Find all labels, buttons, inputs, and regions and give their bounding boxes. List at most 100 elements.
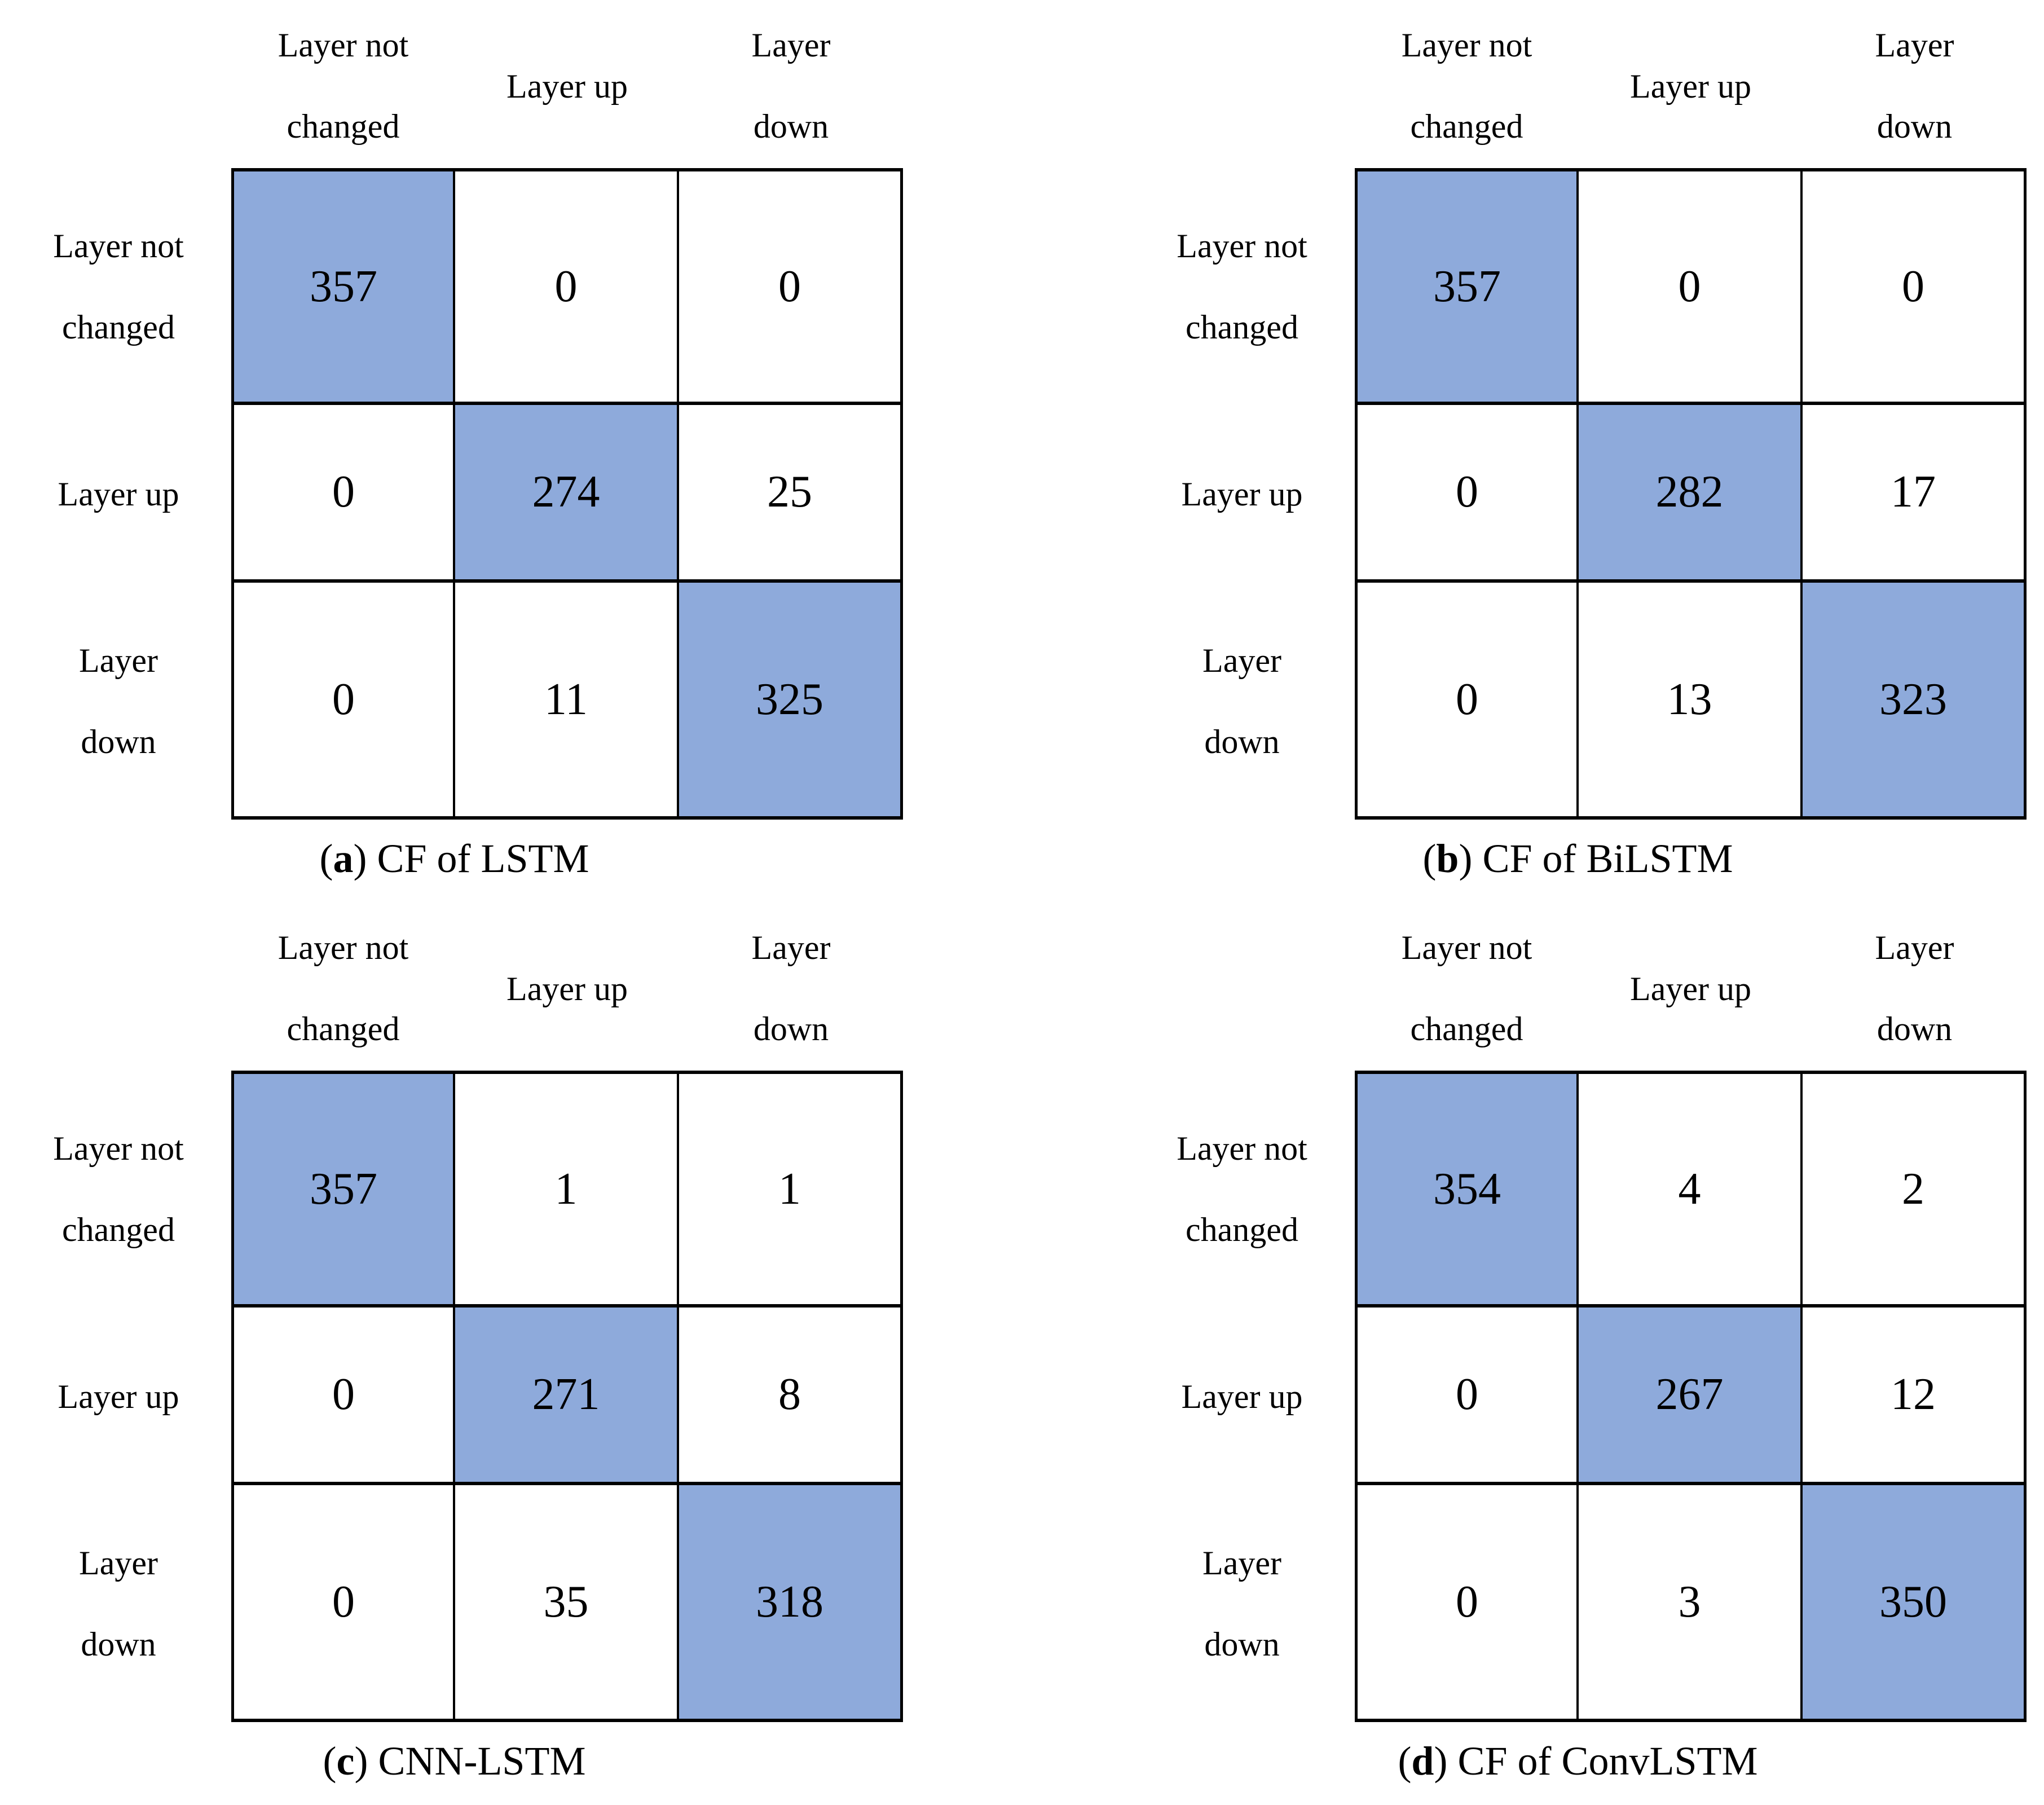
panel-c-cnn-lstm: Layer not changed Layer up Layer down La… <box>0 902 1022 1805</box>
col-header-line: Layer <box>1875 929 1954 966</box>
confusion-matrix-c: Layer not changed Layer up Layer down La… <box>6 907 1022 1722</box>
caption-paren: ( <box>1422 836 1437 881</box>
matrix-cell: 0 <box>1355 1307 1579 1485</box>
matrix-cell-highlighted: 357 <box>231 1071 455 1307</box>
matrix-cell: 0 <box>231 405 455 583</box>
caption-paren: ( <box>319 836 333 881</box>
matrix-cell-highlighted: 325 <box>679 583 903 820</box>
col-header-layer-down: Layer down <box>679 5 903 168</box>
matrix-cell-highlighted: 318 <box>679 1485 903 1722</box>
confusion-matrix-d: Layer not changed Layer up Layer down La… <box>1129 907 2044 1722</box>
col-header-line: Layer not <box>1401 27 1532 64</box>
row-header-layer-not-changed: Layer not changed <box>6 168 231 405</box>
row-header-layer-down: Layer down <box>1129 583 1355 820</box>
row-header-line: changed <box>1186 309 1298 346</box>
col-header-line: Layer <box>751 929 831 966</box>
caption-letter: a <box>333 836 354 881</box>
panel-a-lstm: Layer not changed Layer up Layer down La… <box>0 0 1022 902</box>
col-header-line: down <box>1876 108 1953 145</box>
matrix-cell: 0 <box>1579 168 1803 405</box>
col-header-line: Layer <box>1875 27 1954 64</box>
col-header-line: down <box>1876 1010 1953 1047</box>
row-header-line: Layer not <box>53 227 184 265</box>
matrix-cell: 0 <box>1355 1485 1579 1722</box>
col-header-line: changed <box>287 1010 400 1047</box>
col-header-layer-down: Layer down <box>679 907 903 1071</box>
confusion-matrix-b: Layer not changed Layer up Layer down La… <box>1129 5 2044 820</box>
row-header-line: Layer <box>1202 1544 1281 1582</box>
row-header-layer-down: Layer down <box>6 1485 231 1722</box>
col-header-layer-not-changed: Layer not changed <box>231 5 455 168</box>
col-header-line: changed <box>287 108 400 145</box>
matrix-cell: 3 <box>1579 1485 1803 1722</box>
corner-spacer <box>6 907 231 1071</box>
matrix-cell-highlighted: 357 <box>1355 168 1579 405</box>
col-header-layer-down: Layer down <box>1803 5 2027 168</box>
row-header-layer-not-changed: Layer not changed <box>1129 168 1355 405</box>
matrix-cell: 4 <box>1579 1071 1803 1307</box>
matrix-cell: 0 <box>231 583 455 820</box>
row-header-layer-up: Layer up <box>1129 1307 1355 1485</box>
caption-letter: d <box>1411 1738 1434 1784</box>
matrix-cell: 35 <box>455 1485 679 1722</box>
matrix-cell-highlighted: 274 <box>455 405 679 583</box>
col-header-layer-up: Layer up <box>455 5 679 168</box>
matrix-cell: 17 <box>1803 405 2027 583</box>
corner-spacer <box>6 5 231 168</box>
row-header-layer-down: Layer down <box>6 583 231 820</box>
matrix-cell: 0 <box>1355 405 1579 583</box>
row-header-line: changed <box>62 309 175 346</box>
row-header-line: Layer <box>79 1544 158 1582</box>
matrix-cell: 0 <box>1355 583 1579 820</box>
row-header-layer-down: Layer down <box>1129 1485 1355 1722</box>
row-header-layer-up: Layer up <box>6 1307 231 1485</box>
col-header-line: Layer not <box>277 27 409 64</box>
row-header-line: Layer up <box>58 475 179 513</box>
matrix-cell-highlighted: 350 <box>1803 1485 2027 1722</box>
matrix-cell-highlighted: 354 <box>1355 1071 1579 1307</box>
matrix-cell-highlighted: 282 <box>1579 405 1803 583</box>
row-header-line: Layer <box>1202 642 1281 679</box>
col-header-line: Layer up <box>506 970 628 1007</box>
panel-caption-a: (a) CF of LSTM <box>6 835 903 882</box>
panel-caption-b: (b) CF of BiLSTM <box>1129 835 2027 882</box>
col-header-line: Layer <box>751 27 831 64</box>
col-header-layer-up: Layer up <box>1579 907 1803 1071</box>
col-header-line: changed <box>1410 1010 1523 1047</box>
row-header-layer-not-changed: Layer not changed <box>1129 1071 1355 1307</box>
row-header-layer-up: Layer up <box>1129 405 1355 583</box>
matrix-cell: 0 <box>1803 168 2027 405</box>
matrix-cell: 1 <box>679 1071 903 1307</box>
panel-caption-d: (d) CF of ConvLSTM <box>1129 1738 2027 1785</box>
caption-paren: ( <box>1398 1738 1412 1784</box>
col-header-layer-up: Layer up <box>455 907 679 1071</box>
caption-letter: b <box>1436 836 1459 881</box>
confusion-matrix-a: Layer not changed Layer up Layer down La… <box>6 5 1022 820</box>
col-header-layer-down: Layer down <box>1803 907 2027 1071</box>
col-header-line: Layer up <box>1630 68 1751 105</box>
row-header-layer-up: Layer up <box>6 405 231 583</box>
col-header-line: Layer not <box>277 929 409 966</box>
row-header-line: Layer not <box>53 1130 184 1167</box>
matrix-cell: 13 <box>1579 583 1803 820</box>
row-header-line: changed <box>62 1211 175 1248</box>
row-header-layer-not-changed: Layer not changed <box>6 1071 231 1307</box>
row-header-line: down <box>1204 723 1280 760</box>
col-header-line: changed <box>1410 108 1523 145</box>
caption-text: ) CF of BiLSTM <box>1459 836 1733 881</box>
caption-letter: c <box>336 1738 355 1784</box>
col-header-layer-not-changed: Layer not changed <box>1355 5 1579 168</box>
panel-d-convlstm: Layer not changed Layer up Layer down La… <box>1022 902 2044 1805</box>
row-header-line: down <box>1204 1626 1280 1663</box>
row-header-line: down <box>81 1626 156 1663</box>
matrix-cell: 2 <box>1803 1071 2027 1307</box>
matrix-cell: 0 <box>231 1485 455 1722</box>
matrix-cell: 0 <box>455 168 679 405</box>
corner-spacer <box>1129 5 1355 168</box>
col-header-line: Layer up <box>1630 970 1751 1007</box>
row-header-line: changed <box>1186 1211 1298 1248</box>
row-header-line: down <box>81 723 156 760</box>
col-header-line: down <box>753 1010 829 1047</box>
matrix-cell-highlighted: 323 <box>1803 583 2027 820</box>
